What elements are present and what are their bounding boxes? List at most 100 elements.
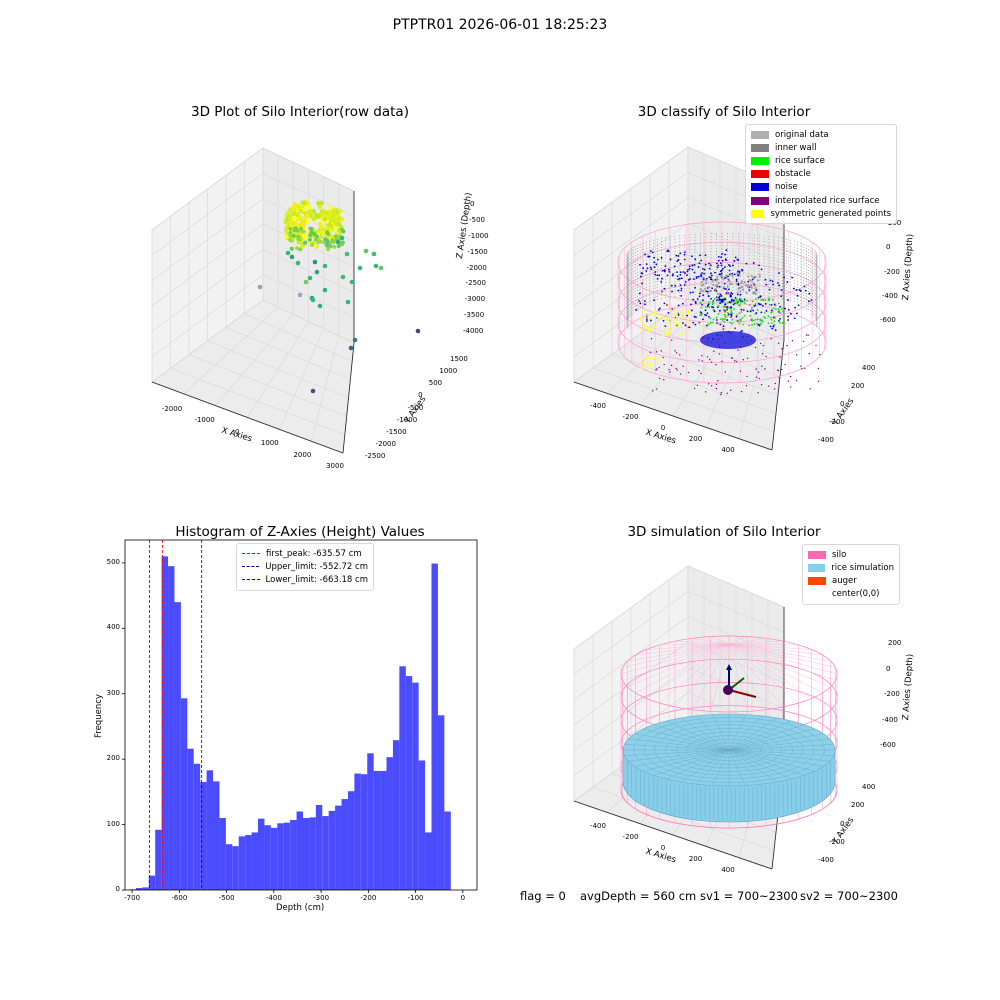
rice-surface-point xyxy=(767,322,770,325)
legend-label: rice surface xyxy=(775,155,825,166)
status-avg-depth: avgDepth = 560 cm xyxy=(580,889,697,903)
noise-point xyxy=(707,304,709,307)
noise-point xyxy=(737,274,740,277)
symmetric-point xyxy=(684,311,687,314)
original-data-point xyxy=(721,275,724,278)
noise-point xyxy=(678,277,681,280)
symmetric-point xyxy=(642,362,645,365)
rice-surface-point xyxy=(738,312,741,315)
classify-z-tick: 0 xyxy=(886,243,891,252)
silo-roof-rib xyxy=(728,643,831,688)
floor-grid-line xyxy=(573,717,689,802)
noise-point xyxy=(653,266,656,269)
raw-y-tick: -1000 xyxy=(396,415,418,424)
noise-point xyxy=(712,306,715,309)
interpolated-point xyxy=(720,335,722,337)
histogram-bar xyxy=(418,760,426,890)
interpolated-point xyxy=(655,369,657,371)
histogram-bar xyxy=(206,770,214,890)
noise-point xyxy=(697,266,700,268)
noise-point xyxy=(718,273,721,276)
raw-data-point xyxy=(340,240,345,245)
rice-mesh-ring xyxy=(686,735,772,765)
raw-data-point xyxy=(288,226,293,231)
raw-data-point xyxy=(284,219,290,224)
original-data-point xyxy=(731,275,734,278)
raw-data-point xyxy=(303,279,309,285)
histogram-bar xyxy=(180,698,188,890)
simulation-x-tick: 0 xyxy=(660,844,666,852)
interpolated-point xyxy=(778,377,781,379)
raw-data-point xyxy=(292,226,298,232)
histogram-bar xyxy=(168,566,175,890)
raw-data-point xyxy=(330,219,336,225)
raw-data-point xyxy=(348,345,354,351)
noise-point xyxy=(715,296,718,299)
rice-surface-point xyxy=(768,297,770,300)
noise-point xyxy=(771,280,774,283)
classify-y-tick: -400 xyxy=(818,436,834,444)
raw-data-point xyxy=(378,265,384,271)
interpolated-point xyxy=(740,390,743,393)
noise-point xyxy=(722,300,725,302)
noise-point xyxy=(794,306,797,309)
rice-surface-point xyxy=(737,299,740,302)
noise-point xyxy=(703,268,706,271)
interpolated-point xyxy=(698,369,700,372)
interpolated-point xyxy=(726,392,728,395)
obstacle-point xyxy=(714,289,716,292)
noise-point xyxy=(700,274,702,277)
wall-grid-line xyxy=(151,198,355,281)
raw-data-point xyxy=(333,234,338,239)
histogram-bar xyxy=(225,844,233,890)
original-data-point xyxy=(712,283,715,287)
symmetric-point xyxy=(680,333,683,336)
silo-roof-rib xyxy=(646,643,730,699)
symmetric-point xyxy=(686,320,689,323)
noise-point xyxy=(772,316,775,319)
symmetric-point xyxy=(659,316,662,319)
raw-data-point xyxy=(332,225,338,230)
raw-data-point xyxy=(303,210,308,216)
interpolated-point xyxy=(730,389,732,391)
noise-point xyxy=(676,260,679,263)
noise-point xyxy=(760,268,763,271)
original-data-point xyxy=(746,284,749,287)
raw-data-point xyxy=(314,243,319,249)
noise-point xyxy=(718,298,721,301)
legend-entry: inner wall xyxy=(751,141,891,154)
raw-data-point xyxy=(325,241,330,246)
noise-point xyxy=(757,323,760,326)
noise-point xyxy=(726,306,729,309)
noise-point xyxy=(759,295,762,298)
noise-point xyxy=(733,260,736,262)
histogram-x-tick-label: -300 xyxy=(313,894,330,902)
interpolated-point xyxy=(704,391,707,393)
noise-point xyxy=(736,258,739,261)
noise-point xyxy=(799,290,802,292)
noise-point xyxy=(768,288,771,291)
noise-point xyxy=(707,290,709,293)
noise-point xyxy=(753,283,756,286)
symmetric-point xyxy=(649,361,652,364)
raw-data-point xyxy=(285,210,291,216)
raw-data-point xyxy=(286,227,291,232)
noise-point xyxy=(702,294,705,297)
rice-surface-point xyxy=(748,304,751,306)
silo-roof-rib xyxy=(728,643,767,710)
raw-data-point xyxy=(298,237,303,242)
rice-surface-point xyxy=(778,309,781,312)
original-data-point xyxy=(728,280,731,283)
silo-ring xyxy=(620,635,838,713)
raw-data-point xyxy=(303,234,308,240)
rice-mesh-line xyxy=(728,720,792,751)
raw-data-point xyxy=(314,234,319,239)
floor-grid-line xyxy=(573,298,689,383)
raw-data-point xyxy=(306,205,312,210)
histogram-frame xyxy=(124,539,478,891)
symmetric-point xyxy=(640,319,643,322)
original-data-point xyxy=(754,291,757,294)
noise-point xyxy=(716,285,719,288)
original-data-point xyxy=(716,284,719,287)
classify-z-tick: -600 xyxy=(880,316,896,324)
